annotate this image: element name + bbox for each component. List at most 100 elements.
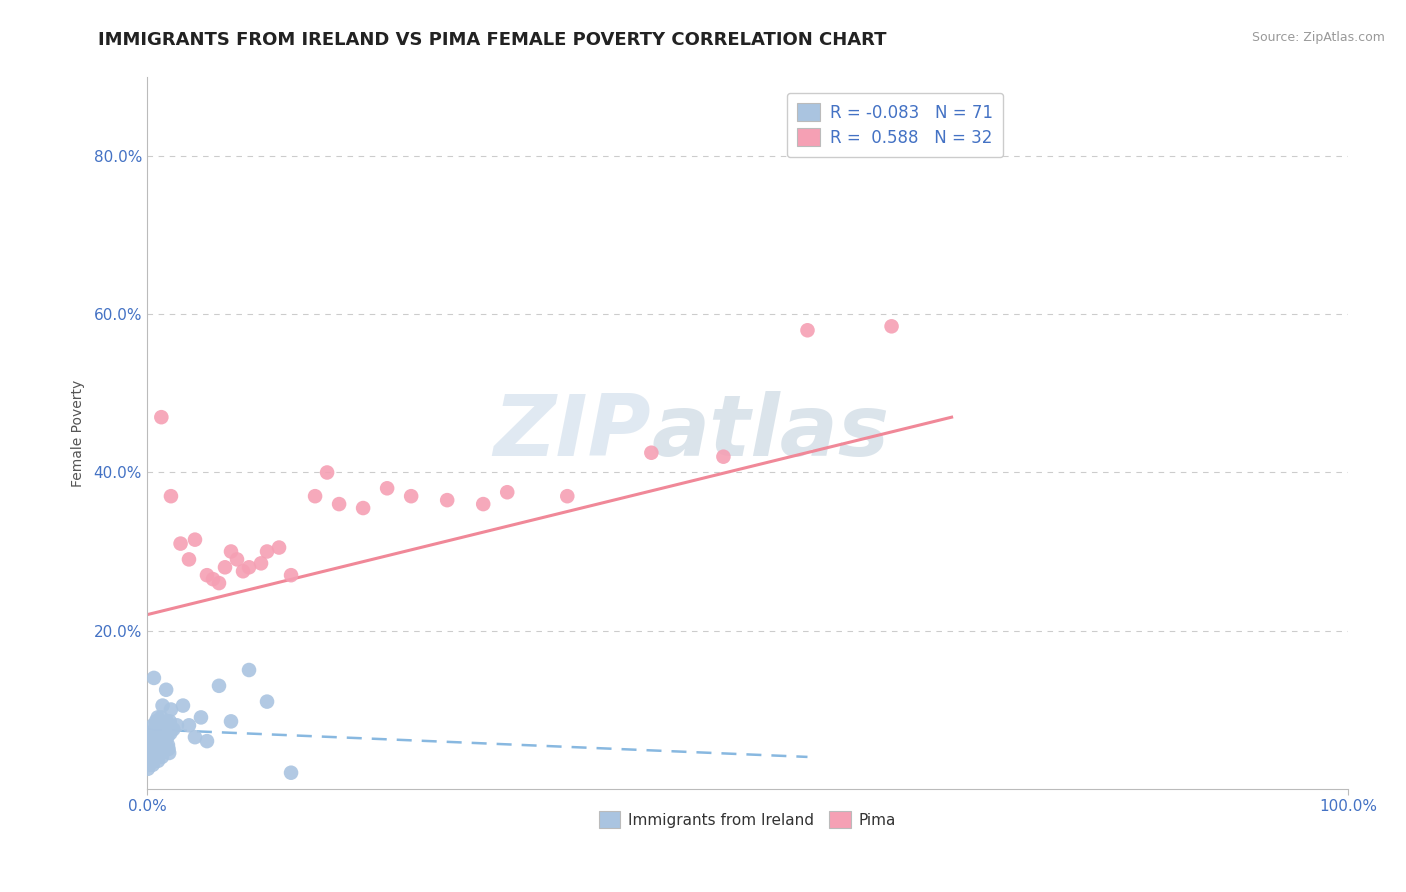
Point [150, 750, 173, 764]
Point [155, 682, 177, 697]
Point [152, 718, 174, 732]
Point [155, 734, 177, 748]
Point [159, 726, 181, 740]
Point [138, 742, 160, 756]
Point [399, 489, 422, 503]
Point [177, 552, 200, 566]
Point [226, 552, 249, 566]
Point [713, 450, 735, 464]
Point [169, 536, 191, 550]
Point [250, 557, 273, 571]
Point [156, 730, 179, 744]
Point [139, 726, 162, 740]
Point [142, 730, 165, 744]
Point [156, 714, 179, 729]
Point [280, 568, 302, 582]
Point [162, 723, 184, 737]
Point [555, 489, 578, 503]
Point [149, 726, 172, 740]
Point [190, 710, 212, 724]
Point [796, 323, 818, 337]
Point [219, 714, 242, 729]
Point [138, 754, 160, 768]
Y-axis label: Female Poverty: Female Poverty [72, 379, 86, 487]
Point [146, 726, 169, 740]
Point [208, 679, 231, 693]
Point [184, 730, 207, 744]
Text: IMMIGRANTS FROM IRELAND VS PIMA FEMALE POVERTY CORRELATION CHART: IMMIGRANTS FROM IRELAND VS PIMA FEMALE P… [98, 31, 887, 49]
Point [141, 730, 163, 744]
Point [232, 564, 254, 578]
Point [145, 738, 167, 752]
Text: atlas: atlas [651, 392, 890, 475]
Point [148, 723, 170, 737]
Point [214, 560, 236, 574]
Point [141, 738, 163, 752]
Point [142, 738, 165, 752]
Point [150, 410, 173, 425]
Point [256, 544, 278, 558]
Point [160, 702, 183, 716]
Point [143, 734, 166, 748]
Point [139, 734, 162, 748]
Point [256, 695, 278, 709]
Point [143, 742, 166, 756]
Text: Source: ZipAtlas.com: Source: ZipAtlas.com [1251, 31, 1385, 45]
Point [166, 718, 188, 732]
Point [145, 726, 167, 740]
Point [159, 714, 181, 729]
Point [148, 730, 170, 744]
Point [138, 757, 160, 772]
Point [146, 734, 169, 748]
Point [153, 730, 176, 744]
Point [640, 446, 662, 460]
Point [145, 738, 167, 752]
Point [142, 757, 165, 772]
Point [208, 576, 231, 591]
Point [152, 698, 174, 713]
Point [304, 489, 326, 503]
Point [157, 746, 180, 760]
Point [139, 750, 162, 764]
Point [375, 481, 398, 495]
Point [328, 497, 350, 511]
Point [184, 533, 207, 547]
Point [148, 742, 170, 756]
Point [280, 765, 302, 780]
Point [146, 710, 169, 724]
Point [172, 698, 194, 713]
Point [136, 757, 159, 772]
Point [156, 738, 179, 752]
Point [496, 485, 519, 500]
Point [152, 742, 174, 756]
Point [143, 746, 166, 760]
Point [316, 466, 339, 480]
Point [160, 489, 183, 503]
Point [142, 718, 165, 732]
Point [138, 746, 160, 760]
Point [195, 568, 218, 582]
Point [238, 663, 260, 677]
Point [142, 671, 165, 685]
Point [148, 742, 170, 756]
Point [436, 493, 458, 508]
Point [145, 714, 167, 729]
Point [136, 762, 159, 776]
Point [146, 746, 169, 760]
Point [141, 746, 163, 760]
Point [143, 750, 166, 764]
Point [267, 541, 290, 555]
Point [143, 723, 166, 737]
Point [352, 501, 374, 516]
Legend: Immigrants from Ireland, Pima: Immigrants from Ireland, Pima [593, 805, 901, 834]
Point [472, 497, 495, 511]
Point [141, 750, 163, 764]
Point [917, 142, 939, 156]
Point [177, 718, 200, 732]
Text: ZIP: ZIP [494, 392, 651, 475]
Point [880, 319, 903, 334]
Point [149, 738, 172, 752]
Point [146, 754, 169, 768]
Point [157, 742, 180, 756]
Point [139, 754, 162, 768]
